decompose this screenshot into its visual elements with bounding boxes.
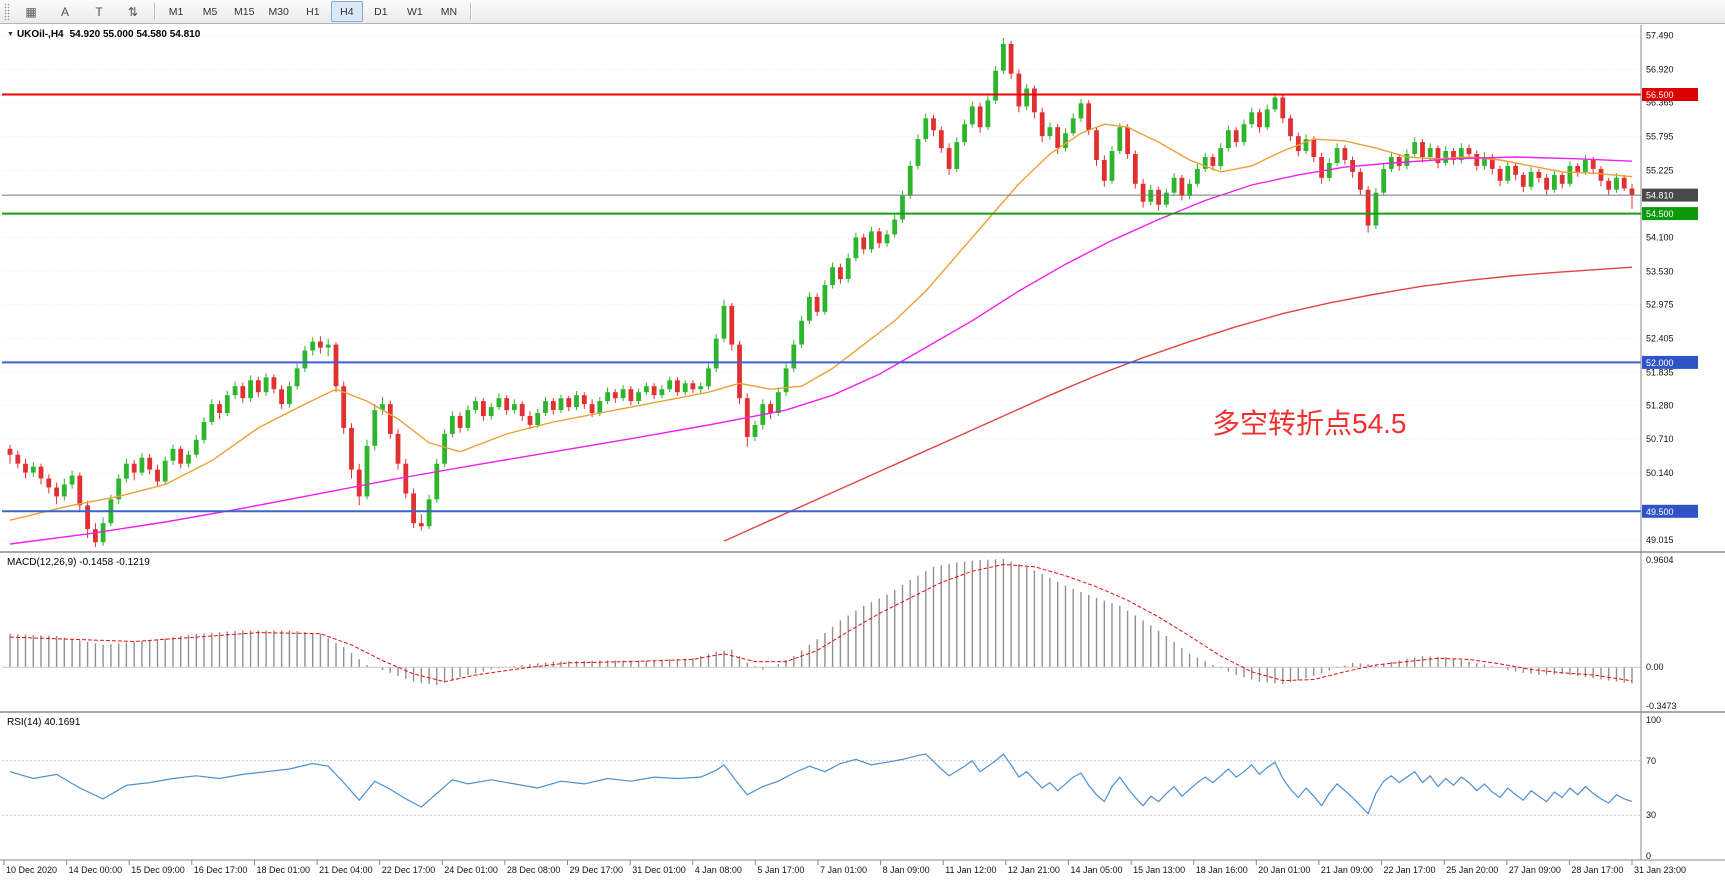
- tf-button-m30[interactable]: M30: [268, 5, 289, 18]
- svg-text:22 Jan 17:00: 22 Jan 17:00: [1384, 865, 1436, 875]
- svg-text:54.810: 54.810: [1646, 191, 1674, 201]
- svg-text:12 Jan 21:00: 12 Jan 21:00: [1008, 865, 1060, 875]
- svg-text:21 Dec 04:00: 21 Dec 04:00: [319, 865, 373, 875]
- text-tool-button[interactable]: T: [95, 4, 103, 19]
- svg-text:11 Jan 12:00: 11 Jan 12:00: [945, 865, 996, 875]
- svg-text:14 Jan 05:00: 14 Jan 05:00: [1071, 865, 1123, 875]
- svg-text:7 Jan 01:00: 7 Jan 01:00: [820, 865, 867, 875]
- tf-button-d1[interactable]: D1: [374, 5, 388, 18]
- svg-text:22 Dec 17:00: 22 Dec 17:00: [382, 865, 436, 875]
- svg-text:14 Dec 00:00: 14 Dec 00:00: [69, 865, 123, 875]
- svg-text:-0.3473: -0.3473: [1646, 701, 1677, 711]
- ma-slow-line: [723, 266, 1633, 542]
- annotate-a-button[interactable]: A: [60, 4, 69, 19]
- toolbar-separator: [154, 3, 155, 20]
- toolbar-grip[interactable]: [4, 2, 10, 21]
- svg-text:31 Dec 01:00: 31 Dec 01:00: [632, 865, 686, 875]
- svg-text:28 Dec 08:00: 28 Dec 08:00: [507, 865, 561, 875]
- new-chart-button[interactable]: ▦: [25, 4, 37, 19]
- svg-text:0: 0: [1646, 851, 1651, 861]
- rsi-levels: [2, 760, 1641, 816]
- horizontal-levels[interactable]: [2, 93, 1641, 513]
- svg-text:21 Jan 09:00: 21 Jan 09:00: [1321, 865, 1373, 875]
- macd-histogram: [9, 558, 1633, 686]
- time-axis: 10 Dec 2020 14 Dec 00:00 15 Dec 09:00 16 De…: [0, 859, 1725, 875]
- svg-text:30: 30: [1646, 810, 1656, 820]
- svg-text:56.920: 56.920: [1646, 65, 1674, 75]
- svg-text:50.710: 50.710: [1646, 434, 1674, 444]
- svg-text:54.500: 54.500: [1646, 209, 1674, 219]
- macd-signal-line: [9, 563, 1633, 683]
- svg-text:29 Dec 17:00: 29 Dec 17:00: [570, 865, 624, 875]
- timeframe-buttons: M1 M5 M15 M30 H1 H4 D1 W1 MN: [159, 1, 466, 22]
- svg-text:53.530: 53.530: [1646, 266, 1674, 276]
- svg-text:16 Dec 17:00: 16 Dec 17:00: [194, 865, 248, 875]
- svg-text:55.225: 55.225: [1646, 165, 1674, 175]
- svg-text:56.500: 56.500: [1646, 90, 1674, 100]
- scale-toggle-button[interactable]: ⇅: [127, 4, 139, 19]
- svg-text:100: 100: [1646, 715, 1661, 725]
- toolbar-left-buttons: ▦ A T ⇅: [14, 1, 150, 22]
- svg-text:10 Dec 2020: 10 Dec 2020: [6, 865, 57, 875]
- candles: [7, 37, 1635, 547]
- svg-text:25 Jan 20:00: 25 Jan 20:00: [1446, 865, 1498, 875]
- svg-text:24 Dec 01:00: 24 Dec 01:00: [444, 865, 498, 875]
- svg-text:4 Jan 08:00: 4 Jan 08:00: [695, 865, 742, 875]
- svg-text:50.140: 50.140: [1646, 468, 1674, 478]
- svg-text:18 Dec 01:00: 18 Dec 01:00: [257, 865, 311, 875]
- tf-button-mn[interactable]: MN: [440, 5, 458, 18]
- svg-text:49.015: 49.015: [1646, 535, 1674, 545]
- main-grid: [2, 35, 1641, 541]
- svg-text:52.975: 52.975: [1646, 299, 1674, 309]
- svg-text:57.490: 57.490: [1646, 31, 1674, 41]
- svg-text:15 Dec 09:00: 15 Dec 09:00: [131, 865, 185, 875]
- svg-text:20 Jan 01:00: 20 Jan 01:00: [1258, 865, 1310, 875]
- svg-text:0.00: 0.00: [1646, 662, 1664, 672]
- rsi-axis-labels: 100 70 30 0: [1646, 715, 1661, 861]
- tf-button-w1[interactable]: W1: [407, 5, 423, 18]
- svg-text:8 Jan 09:00: 8 Jan 09:00: [883, 865, 930, 875]
- price-badges: 56.500 54.810 54.500 52.000 49.500: [1642, 88, 1698, 518]
- svg-text:27 Jan 09:00: 27 Jan 09:00: [1509, 865, 1561, 875]
- tf-button-m15[interactable]: M15: [234, 5, 255, 18]
- toolbar-separator-end: [469, 3, 471, 20]
- rsi-line: [9, 753, 1633, 815]
- tf-button-h4[interactable]: H4: [330, 1, 363, 22]
- ma-fast-line: [9, 123, 1633, 521]
- ma-mid-line: [9, 156, 1633, 545]
- svg-text:54.100: 54.100: [1646, 232, 1674, 242]
- macd-axis-labels: 0.9604 0.00 -0.3473: [1646, 555, 1677, 711]
- svg-text:51.280: 51.280: [1646, 400, 1674, 410]
- svg-text:15 Jan 13:00: 15 Jan 13:00: [1133, 865, 1185, 875]
- svg-text:55.795: 55.795: [1646, 132, 1674, 142]
- svg-text:52.000: 52.000: [1646, 358, 1674, 368]
- price-axis-labels: 57.490 56.920 56.365 55.795 55.225 54.100 53.5…: [1646, 31, 1674, 546]
- toolbar: ▦ A T ⇅ M1 M5 M15 M30 H1 H4 D1 W1 MN: [0, 0, 1725, 24]
- svg-text:0.9604: 0.9604: [1646, 555, 1674, 565]
- tf-button-h1[interactable]: H1: [306, 5, 320, 18]
- svg-text:28 Jan 17:00: 28 Jan 17:00: [1571, 865, 1623, 875]
- svg-text:56.365: 56.365: [1646, 98, 1674, 108]
- svg-text:31 Jan 23:00: 31 Jan 23:00: [1634, 865, 1686, 875]
- svg-text:18 Jan 16:00: 18 Jan 16:00: [1196, 865, 1248, 875]
- tf-button-m5[interactable]: M5: [202, 5, 218, 18]
- svg-text:52.405: 52.405: [1646, 333, 1674, 343]
- svg-text:51.835: 51.835: [1646, 367, 1674, 377]
- svg-text:49.500: 49.500: [1646, 507, 1674, 517]
- tf-button-m1[interactable]: M1: [168, 5, 184, 18]
- svg-text:5 Jan 17:00: 5 Jan 17:00: [757, 865, 804, 875]
- panel-separators[interactable]: [0, 551, 1725, 714]
- svg-text:70: 70: [1646, 756, 1656, 766]
